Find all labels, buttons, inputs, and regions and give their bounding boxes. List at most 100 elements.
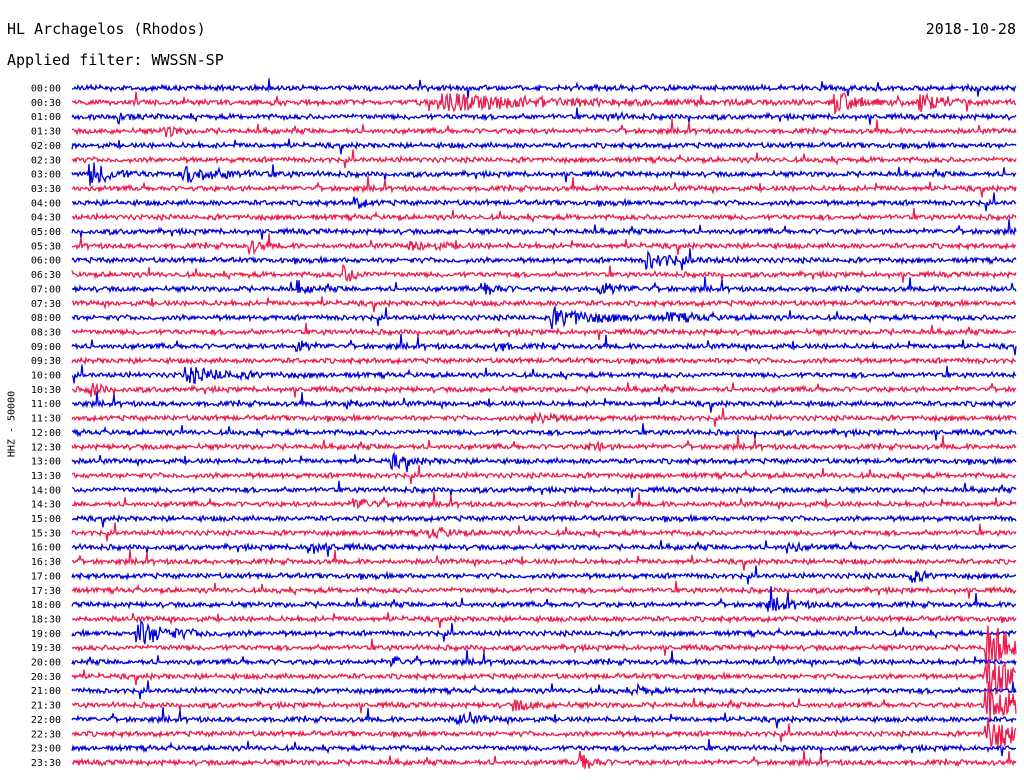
trace-0630 [71, 263, 1017, 283]
row-label-1500: 15:00 [31, 514, 61, 525]
row-label-0800: 08:00 [31, 313, 61, 324]
row-label-0930: 09:30 [31, 356, 61, 367]
row-label-0430: 04:30 [31, 213, 61, 224]
trace-0000 [71, 78, 1017, 99]
row-label-2100: 21:00 [31, 686, 61, 697]
row-label-0330: 03:30 [31, 184, 61, 195]
trace-1530 [71, 522, 1017, 542]
trace-1300 [71, 451, 1017, 473]
row-label-2230: 22:30 [31, 729, 61, 740]
row-label-2130: 21:30 [31, 701, 61, 712]
trace-2100 [71, 680, 1017, 700]
trace-2000 [71, 649, 1017, 669]
trace-1130 [71, 407, 1017, 427]
trace-1700 [71, 565, 1017, 585]
trace-1330 [71, 465, 1017, 484]
row-label-1100: 11:00 [31, 399, 61, 410]
row-label-0100: 01:00 [31, 112, 61, 123]
trace-0030 [71, 91, 1017, 114]
row-label-1130: 11:30 [31, 414, 61, 425]
trace-1900 [71, 619, 1017, 645]
row-label-0400: 04:00 [31, 198, 61, 209]
row-label-1800: 18:00 [31, 600, 61, 611]
trace-1430 [71, 491, 1017, 511]
row-label-1430: 14:30 [31, 500, 61, 511]
trace-1200 [71, 423, 1017, 441]
trace-0830 [71, 322, 1017, 341]
row-label-1400: 14:00 [31, 485, 61, 496]
row-label-0230: 02:30 [31, 155, 61, 166]
row-label-0700: 07:00 [31, 284, 61, 295]
row-label-0530: 05:30 [31, 241, 61, 252]
row-label-2330: 23:30 [31, 758, 61, 769]
row-labels: 00:00 00:30 01:00 01:30 02:00 02:30 03:00 03:30… [31, 84, 61, 769]
trace-2030 [71, 655, 1017, 695]
row-label-2030: 20:30 [31, 672, 61, 683]
trace-1730 [71, 581, 1017, 599]
trace-1830 [71, 612, 1017, 629]
trace-1500 [71, 513, 1017, 528]
trace-0930 [71, 355, 1017, 366]
row-label-1530: 15:30 [31, 528, 61, 539]
trace-0900 [71, 333, 1017, 356]
trace-0330 [71, 176, 1017, 198]
trace-2300 [71, 738, 1017, 757]
trace-2230 [71, 717, 1017, 749]
row-label-1330: 13:30 [31, 471, 61, 482]
trace-0730 [71, 296, 1017, 313]
trace-1800 [71, 586, 1017, 612]
row-label-1200: 12:00 [31, 428, 61, 439]
trace-1930 [71, 625, 1017, 666]
trace-1030 [71, 382, 1017, 398]
row-label-0630: 06:30 [31, 270, 61, 281]
seismogram-traces [71, 78, 1017, 769]
row-label-0200: 02:00 [31, 141, 61, 152]
trace-0100 [71, 107, 1017, 125]
trace-0230 [71, 149, 1017, 169]
row-label-1630: 16:30 [31, 557, 61, 568]
filter-label: Applied filter: WWSSN-SP [7, 51, 224, 69]
trace-1000 [71, 364, 1017, 385]
trace-1100 [71, 391, 1017, 413]
trace-1400 [71, 480, 1017, 498]
row-label-1700: 17:00 [31, 571, 61, 582]
row-label-0600: 06:00 [31, 256, 61, 267]
row-label-1900: 19:00 [31, 629, 61, 640]
row-label-0130: 01:30 [31, 127, 61, 138]
row-label-0030: 00:30 [31, 98, 61, 109]
trace-2130 [71, 681, 1017, 723]
trace-0800 [71, 306, 1017, 330]
row-label-2200: 22:00 [31, 715, 61, 726]
trace-1630 [71, 549, 1017, 571]
trace-0300 [71, 162, 1017, 186]
row-label-0900: 09:00 [31, 342, 61, 353]
row-label-0000: 00:00 [31, 84, 61, 95]
row-label-1300: 13:00 [31, 457, 61, 468]
row-label-0830: 08:30 [31, 327, 61, 338]
row-label-1730: 17:30 [31, 586, 61, 597]
trace-0600 [71, 248, 1017, 271]
trace-0700 [71, 276, 1017, 296]
trace-0530 [71, 233, 1017, 256]
trace-0400 [71, 192, 1017, 212]
row-label-0730: 07:30 [31, 299, 61, 310]
row-label-0500: 05:00 [31, 227, 61, 238]
trace-0430 [71, 207, 1017, 224]
row-label-1000: 10:00 [31, 371, 61, 382]
trace-0130 [71, 118, 1017, 138]
row-label-2300: 23:00 [31, 744, 61, 755]
row-label-1830: 18:30 [31, 614, 61, 625]
row-label-1930: 19:30 [31, 643, 61, 654]
date-label: 2018-10-28 [925, 20, 1016, 38]
row-label-0300: 03:00 [31, 170, 61, 181]
row-label-1230: 12:30 [31, 442, 61, 453]
trace-1230 [71, 434, 1017, 453]
trace-0500 [71, 219, 1017, 240]
row-label-1030: 10:30 [31, 385, 61, 396]
trace-0200 [71, 138, 1017, 155]
trace-1600 [71, 539, 1017, 557]
row-label-2000: 20:00 [31, 658, 61, 669]
trace-2330 [72, 750, 1017, 769]
row-label-1600: 16:00 [31, 543, 61, 554]
